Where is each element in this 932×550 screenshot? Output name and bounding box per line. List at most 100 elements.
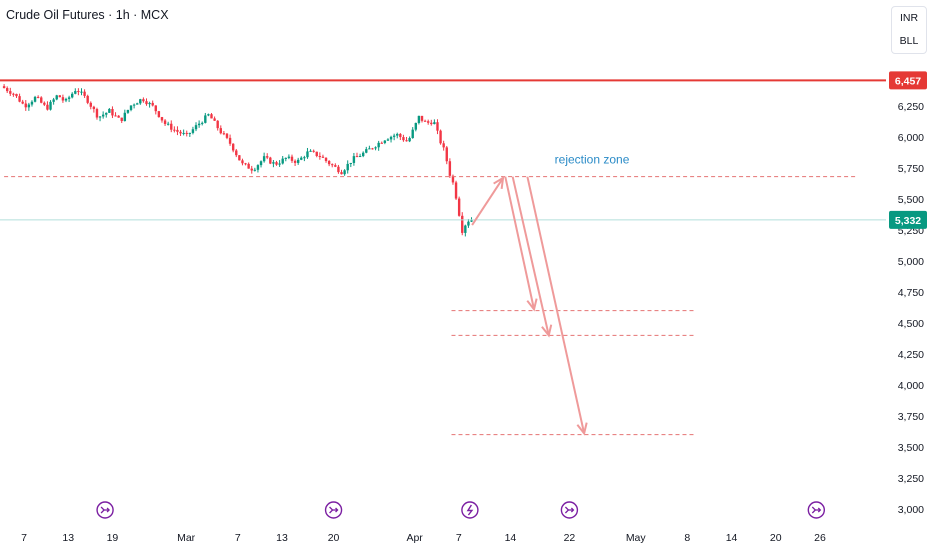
candle-body <box>259 161 263 166</box>
event-arrowhead <box>335 507 339 513</box>
time-axis[interactable]: 7 13 19 Mar 7 13 20 Apr 7 14 22 May 8 14 20 26 <box>21 532 826 544</box>
candle-body <box>296 159 300 163</box>
candle-body <box>380 142 383 144</box>
time-tick-label: Apr <box>406 532 423 544</box>
candle-body <box>185 132 188 134</box>
projection-arrows <box>471 175 588 436</box>
candle-body <box>250 168 253 171</box>
candle-body <box>262 156 266 162</box>
price-tick-label: 5,000 <box>898 256 924 268</box>
candle-body <box>241 160 244 164</box>
time-tick-label: 13 <box>276 532 288 544</box>
candle-body <box>179 131 182 134</box>
candle-body <box>327 160 331 165</box>
candle-body <box>343 170 346 175</box>
candle-body <box>24 103 27 108</box>
price-tick-label: 3,000 <box>898 504 924 516</box>
candle-body <box>210 114 213 119</box>
candle-body <box>337 166 340 173</box>
candle-body <box>439 130 442 144</box>
candle-body <box>132 104 136 106</box>
candle-body <box>293 160 297 163</box>
candle-body <box>52 99 55 102</box>
candle-body <box>402 137 405 141</box>
candle-body <box>321 156 325 158</box>
price-tick-label: 3,750 <box>898 411 924 423</box>
candle-body <box>331 164 334 166</box>
annotations: rejection zone <box>555 152 630 166</box>
candle-body <box>58 95 62 98</box>
price-tick-label: 3,250 <box>898 473 924 485</box>
candle-body <box>371 148 374 150</box>
current-price-badge-label: 5,332 <box>895 215 921 227</box>
candle-body <box>358 156 362 158</box>
candle-body <box>278 163 281 165</box>
candle-body <box>154 105 157 112</box>
candle-body <box>442 143 445 148</box>
candle-body <box>361 152 365 157</box>
candle-body <box>191 129 195 133</box>
candle-body <box>197 123 201 126</box>
candle-body <box>148 102 151 105</box>
candle-body <box>461 215 464 233</box>
candle-body <box>281 158 284 164</box>
candle-body <box>86 95 89 103</box>
candle-body <box>374 147 377 149</box>
time-tick-label: 13 <box>62 532 74 544</box>
candle-body <box>396 133 399 136</box>
candle-body <box>163 120 167 124</box>
candle-body <box>67 97 71 99</box>
price-tick-label: 3,500 <box>898 442 924 454</box>
projection-arrow <box>504 176 536 310</box>
candle-body <box>105 112 108 115</box>
candle-body <box>355 156 359 158</box>
candle-body <box>123 112 127 122</box>
projection-arrow <box>526 176 586 434</box>
candle-body <box>145 101 148 105</box>
candle-body <box>126 109 130 113</box>
price-tick-label: 6,000 <box>898 132 924 144</box>
price-tick-label: 6,250 <box>898 101 924 113</box>
event-icon <box>324 501 343 519</box>
arrow-head <box>526 298 538 312</box>
candle-body <box>117 115 120 118</box>
candle-body <box>306 151 309 158</box>
candle-body <box>349 162 353 164</box>
time-tick-label: 20 <box>770 532 782 544</box>
candle-body <box>275 162 278 165</box>
chart-title: Crude Oil Futures · 1h · MCX <box>6 8 169 22</box>
currency-label[interactable]: INR <box>899 12 919 24</box>
candle-body <box>120 117 123 122</box>
candle-body <box>309 150 312 152</box>
price-badges: 6,457 5,332 <box>889 71 927 229</box>
price-axis[interactable]: 3,000 3,250 3,500 3,750 4,000 4,250 4,500 4,750… <box>898 70 924 516</box>
candle-body <box>176 129 179 132</box>
time-tick-label: 14 <box>726 532 738 544</box>
resistance-price-badge-bg <box>889 71 927 90</box>
candle-body <box>269 157 272 164</box>
candle-body <box>318 155 322 157</box>
unit-label[interactable]: BLL <box>899 35 919 47</box>
candle-body <box>216 120 219 129</box>
event-icon <box>96 501 114 519</box>
candle-body <box>27 104 31 108</box>
candle-body <box>420 115 424 121</box>
candle-body <box>430 122 433 125</box>
candle-body <box>228 137 232 144</box>
currency-unit-panel[interactable]: INR BLL <box>891 6 927 54</box>
candle-body <box>219 128 222 134</box>
candle-body <box>21 101 24 104</box>
candle-body <box>266 156 269 158</box>
candle-body <box>414 122 418 130</box>
candle-body <box>101 114 105 117</box>
candle-body <box>411 129 414 139</box>
candle-body <box>303 157 306 159</box>
time-tick-label: Mar <box>177 532 196 544</box>
bolt-icon <box>461 501 479 519</box>
candle-body <box>315 151 318 156</box>
candle-body <box>142 99 145 102</box>
candle-body <box>392 135 396 137</box>
candle-body <box>136 103 139 105</box>
candle-body <box>170 123 173 130</box>
